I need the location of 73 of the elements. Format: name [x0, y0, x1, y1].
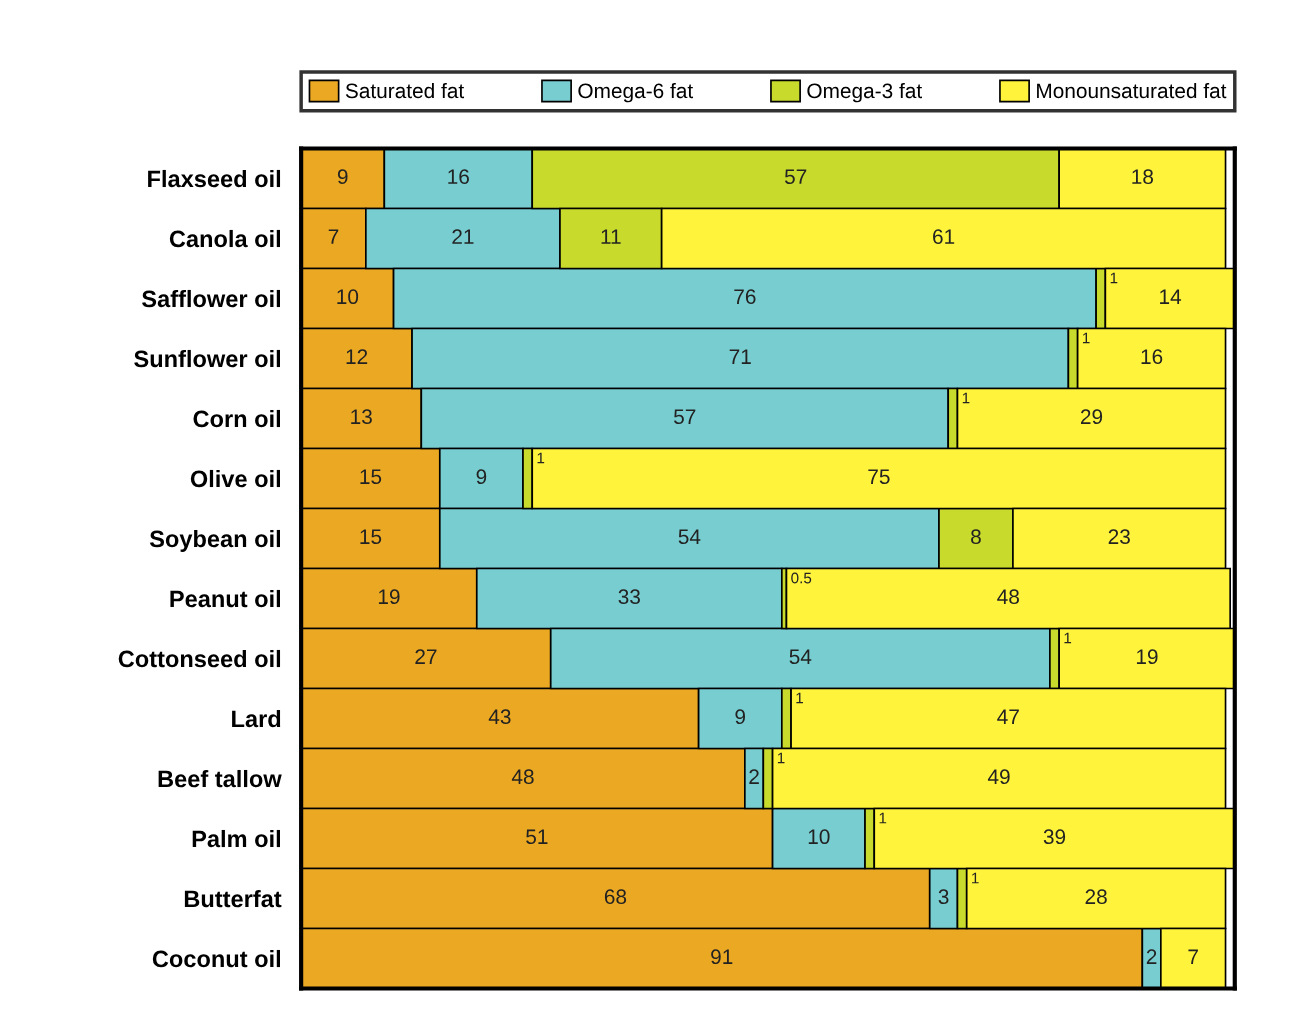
- y-tick-label: Palm oil: [192, 829, 281, 848]
- data-label: 21: [452, 229, 474, 244]
- data-label: 15: [360, 469, 382, 485]
- data-label: 1: [1110, 272, 1118, 284]
- y-tick-label: Cottonseed oil: [118, 649, 281, 668]
- data-label: 75: [868, 469, 890, 485]
- data-label: 12: [346, 349, 368, 364]
- data-label: 9: [735, 709, 746, 725]
- data-label: 7: [1188, 949, 1198, 964]
- legend-label: Saturated fat: [345, 82, 465, 99]
- data-label: 54: [678, 529, 701, 545]
- data-label: 16: [1141, 349, 1163, 365]
- y-tick-label: Peanut oil: [170, 589, 281, 608]
- data-label: 61: [933, 229, 955, 245]
- y-tick-label: Corn oil: [193, 409, 281, 428]
- y-tick-label: Lard: [232, 709, 281, 728]
- data-label: 15: [360, 529, 382, 545]
- data-label: 1: [777, 752, 785, 764]
- data-label: 49: [987, 769, 1010, 785]
- legend-label: Omega-3 fat: [807, 82, 923, 103]
- data-label: 10: [808, 829, 830, 845]
- data-label: 10: [337, 289, 359, 305]
- data-label: 8: [971, 529, 981, 545]
- data-label: 13: [351, 409, 372, 425]
- data-label: 29: [1080, 409, 1103, 425]
- data-label: 57: [674, 409, 696, 425]
- data-label: 68: [604, 889, 627, 905]
- data-label: 18: [1132, 169, 1154, 185]
- data-label: 54: [789, 649, 812, 665]
- data-label: 19: [378, 589, 400, 605]
- data-label: 7: [328, 229, 339, 244]
- data-label: 43: [488, 709, 511, 725]
- data-label: 2: [749, 769, 759, 784]
- data-label: 0.5: [791, 572, 812, 584]
- y-tick-label: Butterfat: [184, 889, 282, 908]
- data-label: 48: [997, 589, 1019, 605]
- data-label: 47: [997, 709, 1019, 724]
- data-label: 16: [448, 169, 469, 185]
- data-label: 2: [1146, 949, 1157, 964]
- y-tick-label: Safflower oil: [142, 289, 281, 308]
- data-label: 1: [796, 692, 803, 704]
- y-tick-label: Flaxseed oil: [148, 169, 281, 188]
- data-label: 51: [526, 829, 548, 845]
- data-label: 71: [729, 349, 751, 364]
- data-label: 9: [476, 469, 487, 485]
- data-label: 48: [511, 769, 534, 785]
- data-label: 76: [734, 289, 756, 305]
- data-label: 28: [1085, 889, 1107, 905]
- data-label: 19: [1136, 649, 1158, 665]
- data-label: 1: [1082, 332, 1090, 344]
- data-label: 23: [1108, 529, 1130, 545]
- data-label: 1: [1064, 632, 1072, 644]
- y-tick-label: Soybean oil: [149, 529, 281, 552]
- data-label: 1: [537, 452, 545, 464]
- data-label: 3: [938, 889, 949, 905]
- data-label: 1: [972, 872, 979, 884]
- data-label: 91: [711, 949, 733, 965]
- data-label: 57: [784, 169, 807, 185]
- legend-label: Monounsaturated fat: [1037, 82, 1227, 99]
- y-tick-label: Coconut oil: [152, 949, 281, 968]
- data-label: 39: [1043, 829, 1066, 845]
- data-label: 33: [618, 589, 640, 605]
- data-label: 14: [1160, 289, 1182, 304]
- y-tick-label: Canola oil: [169, 229, 281, 248]
- y-tick-label: Olive oil: [190, 469, 281, 488]
- data-label: 9: [337, 169, 348, 185]
- data-label: 11: [601, 229, 621, 244]
- y-tick-label: Sunflower oil: [134, 349, 281, 368]
- y-tick-label: Beef tallow: [158, 769, 282, 788]
- data-label: 27: [415, 649, 437, 664]
- data-label: 1: [879, 812, 887, 824]
- data-label: 1: [962, 392, 970, 404]
- legend-label: Omega-6 fat: [578, 82, 694, 103]
